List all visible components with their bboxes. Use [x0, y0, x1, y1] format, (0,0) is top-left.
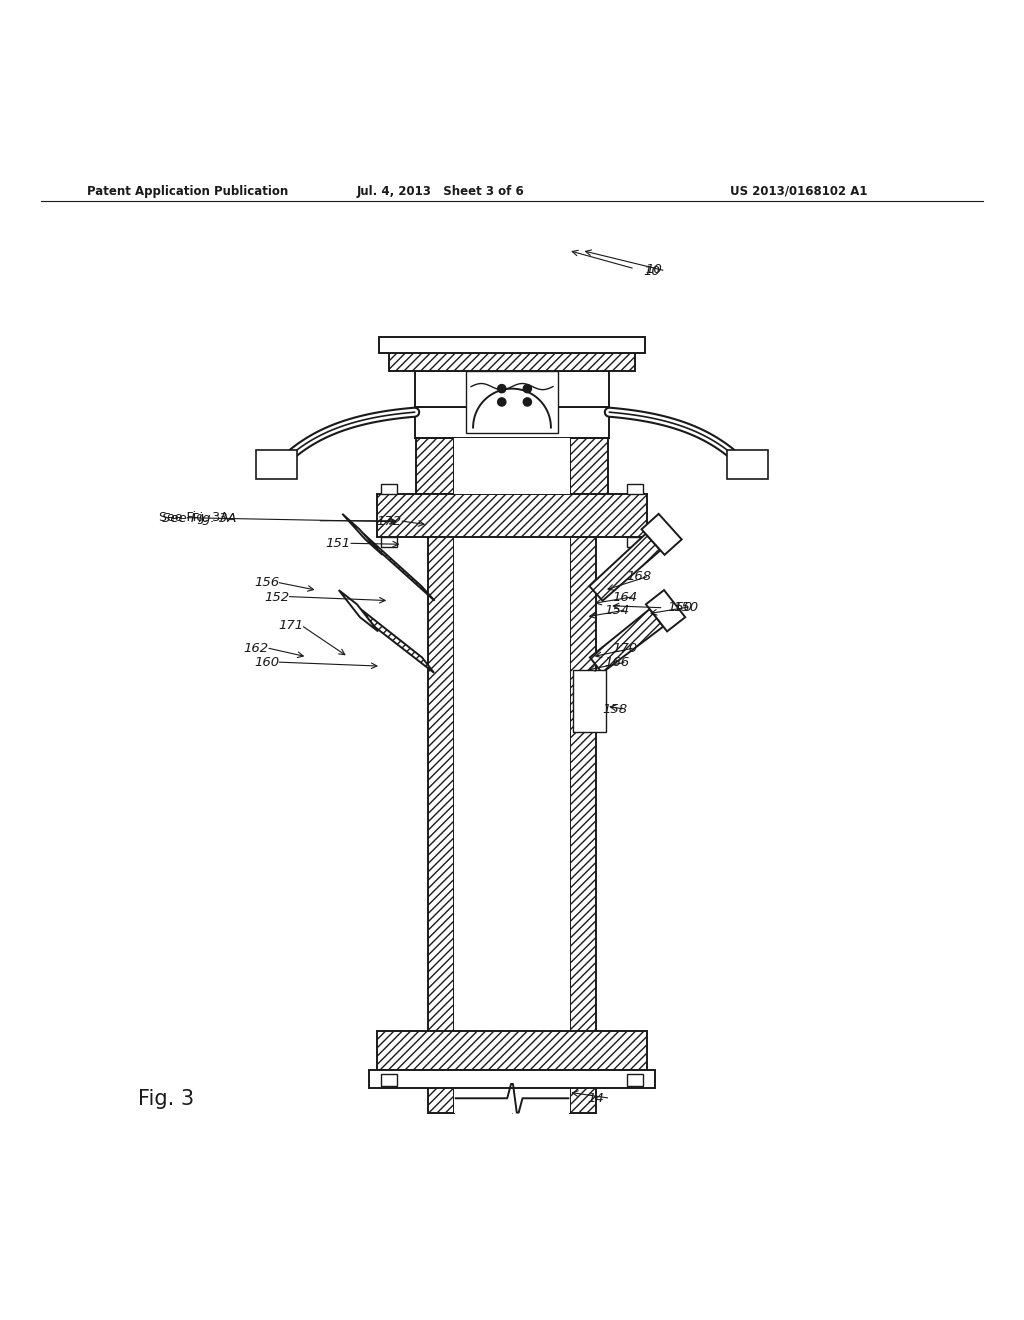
Bar [381, 1073, 397, 1086]
Text: 156: 156 [254, 577, 280, 589]
Bar [381, 537, 397, 548]
Bar [256, 450, 297, 479]
Bar [570, 438, 608, 494]
Text: Patent Application Publication: Patent Application Publication [87, 185, 289, 198]
Bar [377, 1031, 647, 1069]
Circle shape [523, 397, 531, 407]
Text: 160: 160 [254, 656, 280, 669]
Text: 162: 162 [244, 642, 269, 655]
Polygon shape [646, 590, 685, 631]
Text: 150: 150 [668, 601, 693, 614]
Bar [454, 527, 570, 1113]
Polygon shape [339, 590, 378, 631]
Text: 171: 171 [279, 619, 304, 632]
Bar [377, 494, 647, 537]
Circle shape [498, 397, 506, 407]
Polygon shape [590, 609, 664, 673]
Bar [416, 438, 454, 494]
Text: Jul. 4, 2013   Sheet 3 of 6: Jul. 4, 2013 Sheet 3 of 6 [356, 185, 524, 198]
Text: See Fig. 3A: See Fig. 3A [159, 511, 228, 524]
Bar [389, 352, 635, 371]
Polygon shape [364, 533, 434, 601]
Circle shape [498, 384, 506, 393]
Text: See Fig. 3A: See Fig. 3A [162, 512, 237, 525]
Polygon shape [641, 513, 682, 554]
Polygon shape [360, 609, 434, 673]
Bar [369, 1069, 655, 1088]
Bar [415, 371, 609, 407]
Bar [573, 671, 606, 731]
Text: 10: 10 [643, 265, 659, 279]
Bar [379, 338, 645, 352]
Text: 170: 170 [612, 642, 638, 655]
Polygon shape [590, 533, 660, 601]
Bar [381, 484, 397, 494]
Text: 152: 152 [264, 590, 290, 603]
Bar [454, 438, 570, 494]
Text: 164: 164 [612, 590, 638, 603]
Text: 158: 158 [602, 704, 628, 717]
Text: 168: 168 [627, 570, 652, 583]
Bar [570, 527, 596, 1113]
Circle shape [523, 384, 531, 393]
Bar [415, 407, 609, 438]
Bar [428, 527, 454, 1113]
Text: 172: 172 [377, 515, 402, 528]
Text: 10: 10 [645, 263, 662, 276]
Polygon shape [342, 513, 383, 554]
Bar [627, 484, 643, 494]
Bar [627, 537, 643, 548]
Text: 151: 151 [326, 537, 351, 550]
Text: 154: 154 [604, 605, 630, 616]
Text: US 2013/0168102 A1: US 2013/0168102 A1 [730, 185, 867, 198]
Text: Fig. 3: Fig. 3 [138, 1089, 195, 1109]
Bar [627, 1073, 643, 1086]
Text: 150: 150 [674, 601, 699, 614]
Text: 166: 166 [604, 656, 630, 669]
Bar [466, 371, 558, 433]
Bar [727, 450, 768, 479]
Text: 14: 14 [588, 1093, 604, 1105]
